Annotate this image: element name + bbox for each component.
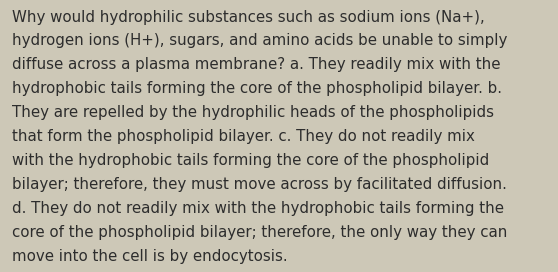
Text: hydrophobic tails forming the core of the phospholipid bilayer. b.: hydrophobic tails forming the core of th…: [12, 81, 502, 96]
Text: They are repelled by the hydrophilic heads of the phospholipids: They are repelled by the hydrophilic hea…: [12, 105, 494, 120]
Text: bilayer; therefore, they must move across by facilitated diffusion.: bilayer; therefore, they must move acros…: [12, 177, 507, 192]
Text: that form the phospholipid bilayer. c. They do not readily mix: that form the phospholipid bilayer. c. T…: [12, 129, 475, 144]
Text: Why would hydrophilic substances such as sodium ions (Na+),: Why would hydrophilic substances such as…: [12, 10, 485, 24]
Text: core of the phospholipid bilayer; therefore, the only way they can: core of the phospholipid bilayer; theref…: [12, 225, 508, 240]
Text: move into the cell is by endocytosis.: move into the cell is by endocytosis.: [12, 249, 288, 264]
Text: d. They do not readily mix with the hydrophobic tails forming the: d. They do not readily mix with the hydr…: [12, 201, 504, 216]
Text: diffuse across a plasma membrane? a. They readily mix with the: diffuse across a plasma membrane? a. The…: [12, 57, 501, 72]
Text: with the hydrophobic tails forming the core of the phospholipid: with the hydrophobic tails forming the c…: [12, 153, 489, 168]
Text: hydrogen ions (H+), sugars, and amino acids be unable to simply: hydrogen ions (H+), sugars, and amino ac…: [12, 33, 508, 48]
